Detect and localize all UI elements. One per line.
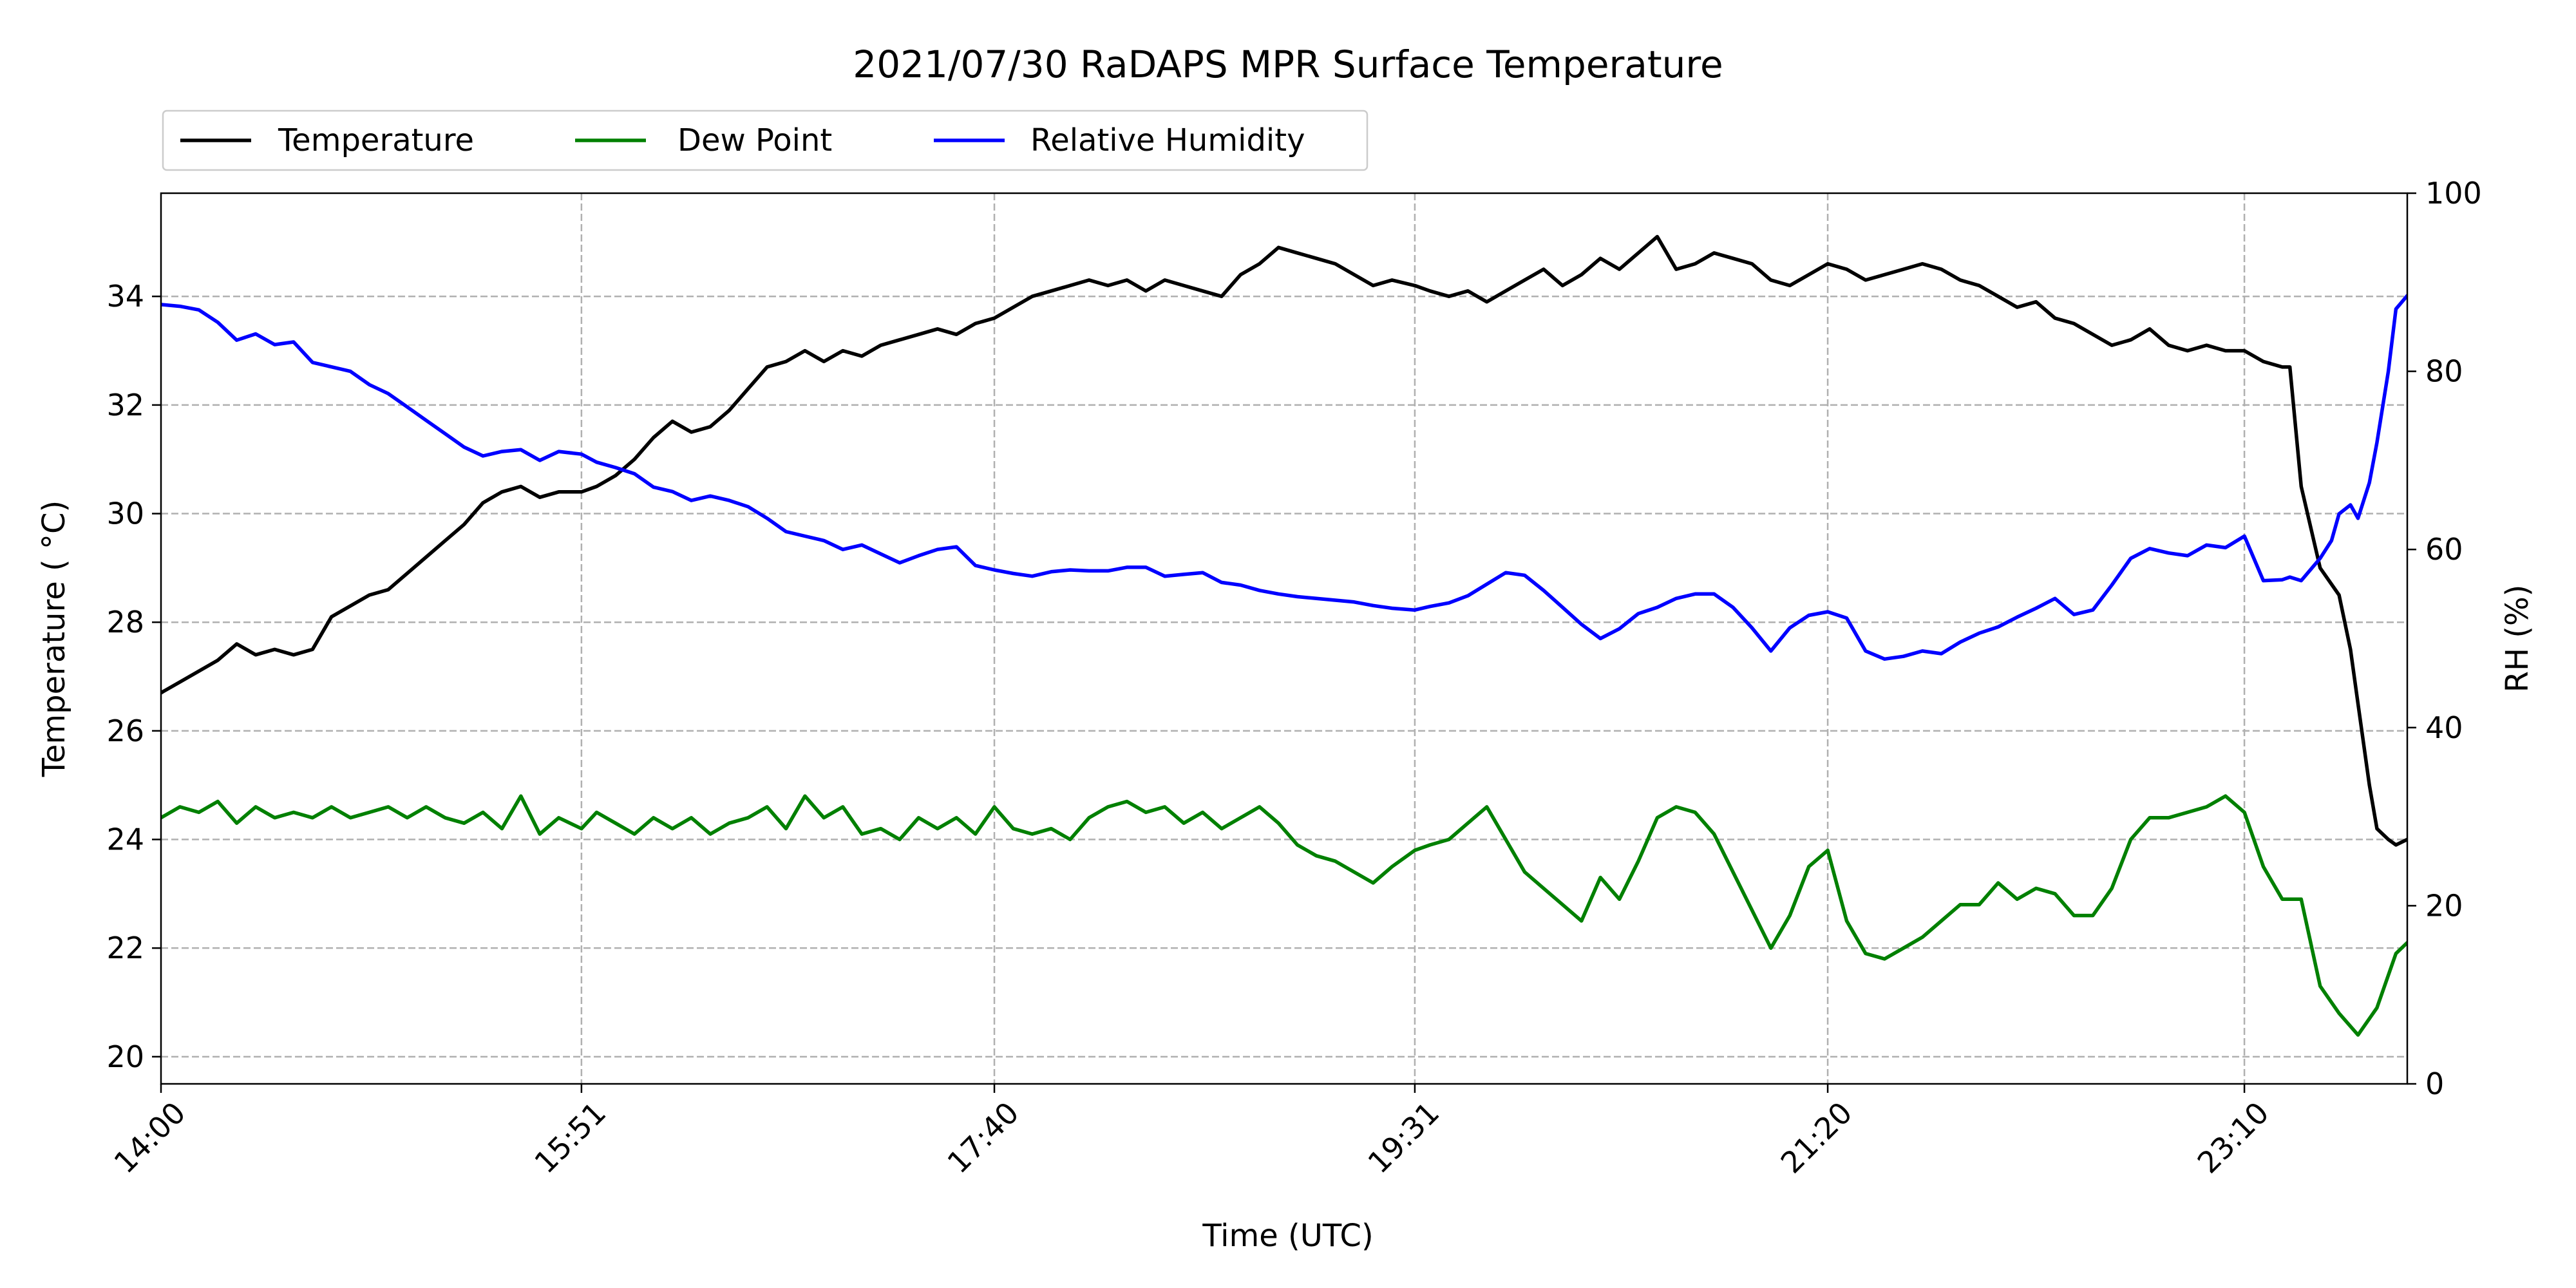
y2-tick-label: 0: [2425, 1066, 2444, 1101]
x-tick-label: 21:20: [1774, 1095, 1859, 1180]
y-tick-label: 22: [106, 931, 144, 965]
y2-tick-label: 20: [2425, 888, 2463, 923]
legend-frame: [162, 109, 1368, 171]
y-tick-label: 28: [106, 605, 144, 639]
chart-title: 2021/07/30 RaDAPS MPR Surface Temperatur…: [853, 43, 1723, 86]
y2-axis: 0 20 40 60 80 100: [2407, 176, 2482, 1101]
y-tick-label: 26: [106, 714, 144, 748]
y2-tick-label: 100: [2425, 176, 2482, 211]
y-tick-label: 30: [106, 497, 144, 531]
y2-tick-label: 60: [2425, 532, 2463, 567]
y-tick-label: 24: [106, 822, 144, 857]
y-axis-label: Temperature ( °C): [36, 500, 72, 778]
legend-label-relative-humidity: Relative Humidity: [1030, 122, 1305, 158]
y2-tick-label: 40: [2425, 710, 2463, 745]
y2-tick-label: 80: [2425, 354, 2463, 389]
y-axis: 20 22 24 26 28 30 32 34: [106, 279, 161, 1074]
y-tick-label: 32: [106, 388, 144, 422]
legend-label-dew-point: Dew Point: [677, 122, 832, 158]
y-tick-label: 34: [106, 279, 144, 314]
plot-frame: [160, 192, 2409, 1085]
x-tick-label: 17:40: [941, 1095, 1026, 1180]
y2-axis-label: RH (%): [2499, 585, 2535, 693]
x-tick-label: 19:31: [1361, 1095, 1446, 1180]
x-axis: 14:00 15:51 17:40 19:31 21:20 23:10: [108, 1084, 2276, 1180]
series-layer: [161, 234, 2407, 1037]
legend-label-temperature: Temperature: [278, 122, 474, 158]
y-tick-label: 20: [106, 1039, 144, 1074]
legend: Temperature Dew Point Relative Humidity: [162, 109, 1368, 171]
grid-lines: [161, 193, 2407, 1084]
x-axis-label: Time (UTC): [1202, 1218, 1373, 1254]
x-tick-label: 23:10: [2191, 1095, 2276, 1180]
series-line-relative-humidity: [161, 294, 2407, 661]
x-tick-label: 14:00: [108, 1095, 193, 1180]
x-tick-label: 15:51: [527, 1095, 612, 1180]
series-line-dew-point: [161, 794, 2407, 1037]
series-line-temperature: [161, 234, 2407, 847]
